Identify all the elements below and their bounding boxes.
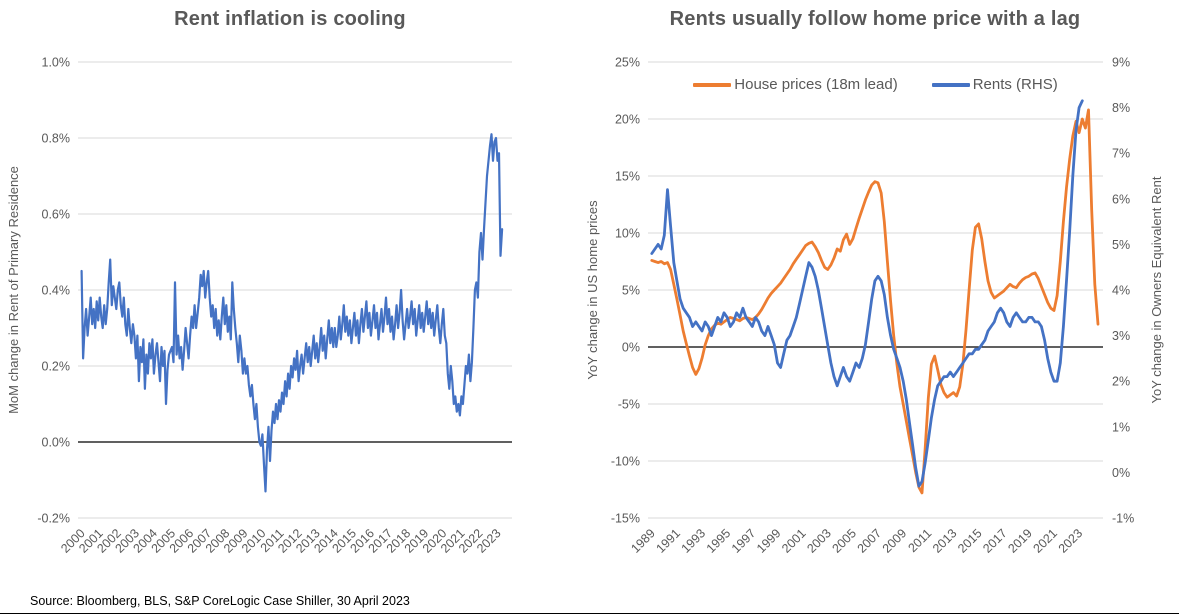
x-tick-label: 2013 [930, 526, 960, 556]
rents-vs-home-prices-chart-panel: Rents usually follow home price with a l… [560, 0, 1179, 580]
x-tick-label: 2007 [855, 526, 885, 556]
y-tick-label: 0% [622, 341, 640, 355]
x-tick-label: 1995 [704, 526, 734, 556]
right-y-tick-label: 1% [1112, 420, 1130, 434]
y-tick-label: 0.8% [42, 132, 71, 146]
y-tick-label: 15% [615, 170, 640, 184]
chart2-legend: House prices (18m lead) Rents (RHS) [648, 76, 1103, 93]
legend-swatch-blue [931, 82, 970, 87]
x-tick-label: 2001 [779, 526, 809, 556]
x-tick-label: 2021 [1031, 526, 1061, 556]
x-tick-label: 1991 [653, 526, 683, 556]
y-tick-label: -5% [618, 398, 640, 412]
legend-label: Rents (RHS) [972, 76, 1058, 93]
y-tick-label: 25% [615, 56, 640, 70]
chart1-y-axis-title: MoM change in Rent of Primary Residence [6, 166, 21, 414]
right-y-tick-label: 3% [1112, 329, 1130, 343]
y-tick-label: 10% [615, 227, 640, 241]
right-y-tick-label: 4% [1112, 284, 1130, 298]
y-tick-label: 0.2% [42, 360, 71, 374]
x-tick-label: 1999 [754, 526, 784, 556]
x-tick-label: 2017 [980, 526, 1010, 556]
x-tick-label: 2015 [955, 526, 985, 556]
series-blue [80, 133, 504, 493]
right-y-tick-label: -1% [1112, 512, 1134, 526]
y-tick-label: -0.2% [37, 512, 70, 526]
source-note: Source: Bloomberg, BLS, S&P CoreLogic Ca… [30, 594, 410, 608]
right-y-tick-label: 0% [1112, 466, 1130, 480]
right-y-tick-label: 9% [1112, 56, 1130, 70]
chart2-left-axis-title: YoY change in US home prices [585, 200, 600, 380]
legend-item-orange: House prices (18m lead) [693, 76, 898, 93]
series-orange [650, 108, 1100, 495]
y-tick-label: -15% [611, 512, 640, 526]
y-tick-label: 20% [615, 113, 640, 127]
x-tick-label: 2011 [905, 526, 934, 555]
x-tick-label: 2023 [1056, 526, 1086, 556]
x-tick-label: 1989 [628, 526, 658, 556]
x-tick-label: 2005 [829, 526, 859, 556]
chart1-title: Rent inflation is cooling [174, 8, 406, 30]
right-y-tick-label: 8% [1112, 101, 1130, 115]
x-tick-label: 1997 [729, 526, 759, 556]
series-blue [650, 99, 1084, 488]
y-tick-label: 0.6% [42, 208, 71, 222]
rents-vs-home-prices-chart: 25% 20% 15% 10% 5% 0% -5% -10% -15% 9% 8% 7% 6% 5% 4% 3… [585, 56, 1164, 556]
legend-item-blue: Rents (RHS) [931, 76, 1058, 93]
x-tick-label: 1993 [679, 526, 709, 556]
y-tick-label: 1.0% [42, 56, 71, 70]
y-tick-label: 0.4% [42, 284, 71, 298]
x-tick-label: 2009 [880, 526, 910, 556]
rent-inflation-chart-panel: Rent inflation is cooling 1.0% 0.8% 0.6% 0.… [0, 0, 560, 580]
chart2-right-axis-title: YoY change in Owners Equivalent Rent [1149, 176, 1164, 403]
right-y-tick-label: 6% [1112, 192, 1130, 206]
right-y-tick-label: 2% [1112, 375, 1130, 389]
right-y-tick-label: 7% [1112, 147, 1130, 161]
legend-label: House prices (18m lead) [734, 76, 898, 93]
chart2-title: Rents usually follow home price with a l… [669, 8, 1081, 30]
y-tick-label: 0.0% [42, 436, 71, 450]
y-tick-label: 5% [622, 284, 640, 298]
bottom-divider [0, 613, 1179, 614]
x-tick-label: 2003 [804, 526, 834, 556]
legend-swatch-orange [693, 82, 732, 87]
x-tick-label: 2019 [1005, 526, 1035, 556]
rent-inflation-chart: 1.0%0.8%0.6%0.4%0.2%0.0%-0.2%20002001200… [6, 56, 512, 556]
right-y-tick-label: 5% [1112, 238, 1130, 252]
y-tick-label: -10% [611, 455, 640, 469]
